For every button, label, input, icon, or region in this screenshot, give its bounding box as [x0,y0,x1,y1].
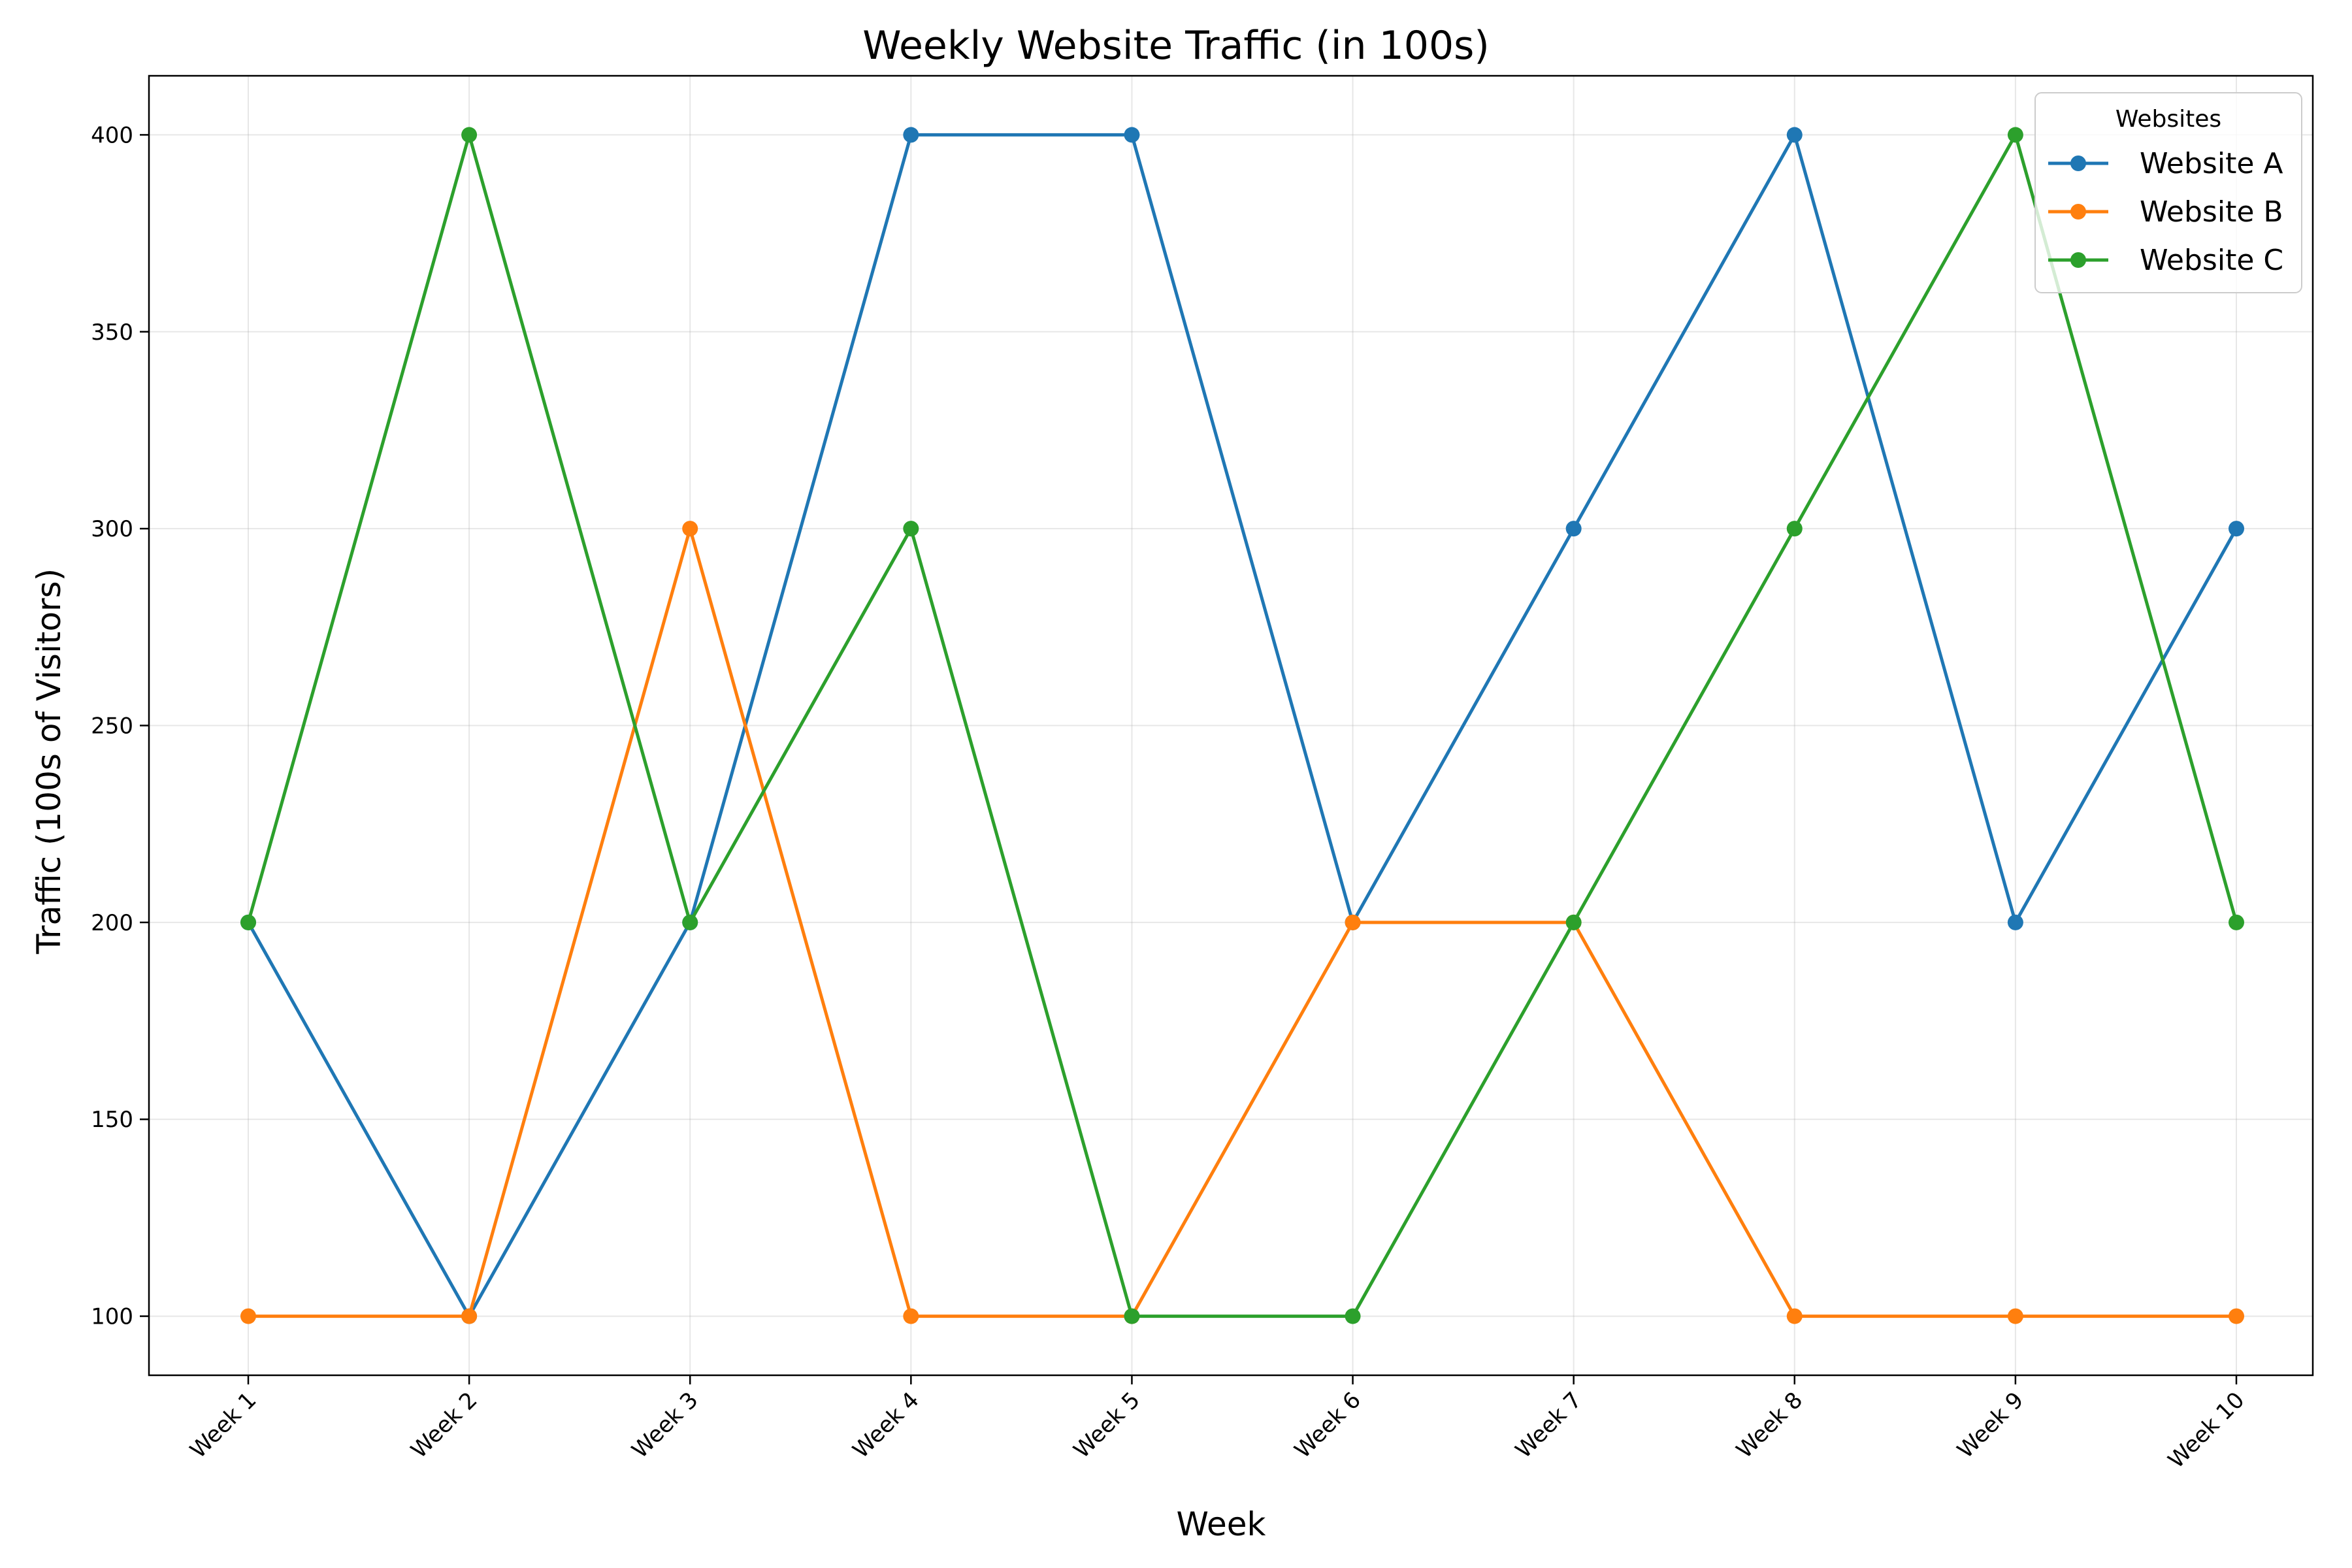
legend: Websites Website A Website B Website C [2034,92,2302,293]
y-tick-label: 300 [91,516,133,542]
data-point-website-a [1786,127,1803,143]
legend-marker-website-a [2070,155,2086,171]
data-point-website-b [682,521,698,537]
data-point-website-a [2229,521,2244,537]
data-point-website-a [903,127,919,143]
series-layer [240,127,2244,1324]
grid [149,76,2313,1375]
data-point-website-b [1345,914,1361,930]
y-tick-label: 150 [91,1107,133,1133]
y-tick-label: 200 [91,910,133,936]
data-point-website-b [240,1308,256,1324]
data-point-website-b [2007,1308,2023,1324]
data-point-website-b [461,1308,478,1324]
x-axis-label: Week [1177,1505,1266,1543]
data-point-website-b [2229,1308,2244,1324]
y-axis-label: Traffic (100s of Visitors) [30,568,68,955]
y-tick-label: 400 [91,122,133,148]
legend-box [2034,92,2302,293]
legend-label-website-c: Website C [2140,244,2283,277]
chart-title: Weekly Website Traffic (in 100s) [862,23,1490,69]
y-tick-label: 250 [91,713,133,740]
series-line-website-c [246,133,2238,1318]
series-website-c [240,127,2244,1324]
data-point-website-a [2007,914,2023,930]
data-point-website-a [1565,521,1582,537]
data-point-website-a [1124,127,1140,143]
series-line-website-b [246,527,2238,1318]
data-point-website-c [903,521,919,537]
legend-label-website-a: Website A [2140,147,2283,180]
data-point-website-c [2229,914,2244,930]
data-point-website-b [903,1308,919,1324]
y-tick-label: 350 [91,319,133,346]
data-point-website-c [1565,914,1582,930]
data-point-website-c [461,127,478,143]
data-point-website-c [1345,1308,1361,1324]
y-tick-label: 100 [91,1304,133,1330]
series-line-website-a [246,133,2238,1318]
data-point-website-c [240,914,256,930]
legend-title: Websites [2115,106,2221,133]
legend-marker-website-b [2070,204,2086,220]
data-point-website-c [2007,127,2023,143]
legend-marker-website-c [2070,252,2086,268]
data-point-website-b [1786,1308,1803,1324]
data-point-website-c [1124,1308,1140,1324]
data-point-website-c [1786,521,1803,537]
axes-frame [148,74,2314,1377]
legend-label-website-b: Website B [2140,195,2283,229]
data-point-website-c [682,914,698,930]
